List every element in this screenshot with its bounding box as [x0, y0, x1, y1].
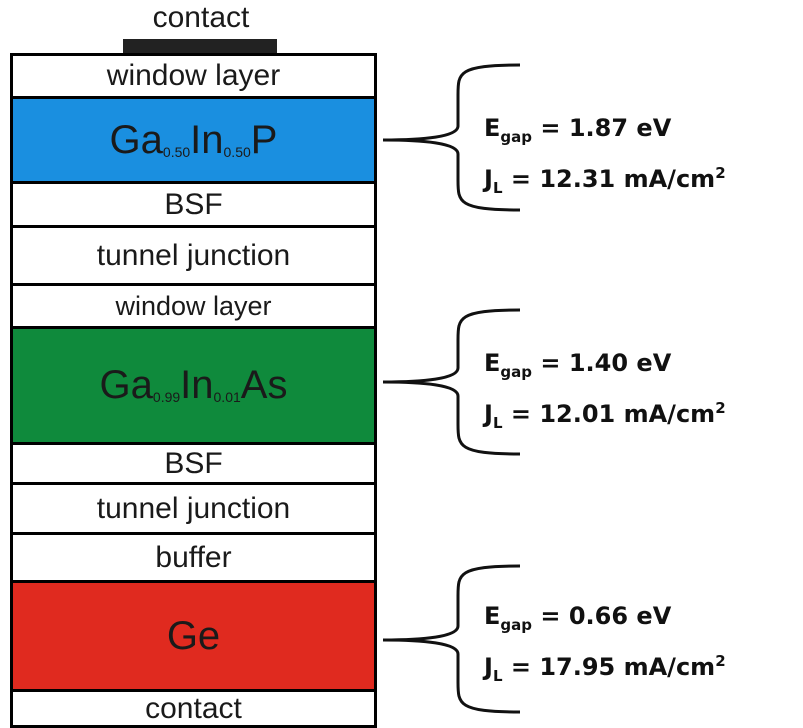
egap-line: Egap = 1.87 eV — [484, 110, 726, 155]
brace-top — [382, 63, 521, 212]
egap-symbol: E — [484, 602, 501, 630]
egap-line: Egap = 1.40 eV — [484, 345, 726, 390]
jl-line: JL = 12.31 mA/cm2 — [484, 155, 726, 206]
gainas-cell: Ga0.99In0.01As — [10, 326, 377, 445]
formula-element: Ga — [99, 363, 153, 407]
tunnel-junction-top: tunnel junction — [10, 225, 377, 286]
contact-top-label: contact — [152, 1, 250, 34]
jl-symbol: J — [484, 652, 493, 681]
jl-subscript: L — [492, 413, 503, 432]
egap-value: 1.40 eV — [568, 349, 672, 377]
equals-sign: = — [532, 602, 569, 630]
jl-value: 17.95 mA/cm — [539, 652, 716, 681]
jl-value: 12.01 mA/cm — [539, 399, 716, 428]
equals-sign: = — [502, 399, 540, 428]
jl-exponent: 2 — [715, 651, 726, 670]
formula-element: In — [190, 117, 224, 162]
jl-symbol: J — [484, 399, 493, 428]
jl-subscript: L — [492, 666, 503, 685]
gainp-cell-formula: Ga0.50In0.50P — [110, 118, 278, 163]
formula-element: Ge — [166, 613, 221, 658]
buffer-layer: buffer — [10, 532, 377, 583]
formula-subscript: 0.50 — [223, 143, 251, 160]
brace-middle — [382, 308, 521, 456]
annotation-bottom: Egap = 0.66 eV JL = 17.95 mA/cm2 — [484, 598, 726, 694]
egap-subscript: gap — [500, 362, 533, 381]
egap-value: 1.87 eV — [568, 114, 672, 142]
window-layer-middle: window layer — [10, 283, 377, 329]
formula-subscript: 0.50 — [162, 143, 191, 160]
formula-subscript: 0.01 — [213, 389, 241, 405]
window-layer-top-label: window layer — [106, 59, 281, 92]
jl-value: 12.31 mA/cm — [539, 164, 716, 193]
tunnel-junction-top-label: tunnel junction — [96, 238, 291, 272]
equals-sign: = — [502, 164, 540, 193]
formula-element: Ga — [109, 117, 163, 162]
bsf-top-label: BSF — [164, 187, 223, 221]
egap-symbol: E — [484, 349, 501, 377]
brace-bottom — [382, 564, 521, 714]
egap-symbol: E — [484, 114, 501, 142]
contact-bottom-label: contact — [145, 691, 242, 725]
equals-sign: = — [502, 652, 540, 681]
formula-element: In — [180, 363, 214, 407]
ge-cell-formula: Ge — [167, 614, 220, 659]
egap-line: Egap = 0.66 eV — [484, 598, 726, 643]
ge-cell: Ge — [10, 580, 377, 692]
tunnel-junction-bottom-label: tunnel junction — [96, 491, 291, 525]
jl-line: JL = 17.95 mA/cm2 — [484, 643, 726, 694]
buffer-layer-label: buffer — [155, 540, 232, 574]
egap-value: 0.66 eV — [568, 602, 672, 630]
jl-subscript: L — [492, 178, 503, 197]
gainp-cell: Ga0.50In0.50P — [10, 96, 377, 184]
contact-top-bar — [123, 39, 277, 53]
jl-symbol: J — [484, 164, 493, 193]
equals-sign: = — [532, 349, 569, 377]
jl-exponent: 2 — [715, 398, 726, 417]
bsf-middle-label: BSF — [164, 446, 223, 480]
annotation-middle: Egap = 1.40 eV JL = 12.01 mA/cm2 — [484, 345, 726, 441]
formula-element: As — [240, 363, 288, 407]
egap-subscript: gap — [500, 615, 533, 634]
annotation-top: Egap = 1.87 eV JL = 12.31 mA/cm2 — [484, 110, 726, 206]
egap-subscript: gap — [500, 127, 533, 146]
jl-exponent: 2 — [715, 163, 726, 182]
gainas-cell-formula: Ga0.99In0.01As — [100, 363, 288, 408]
equals-sign: = — [532, 114, 569, 142]
window-layer-middle-label: window layer — [115, 290, 272, 321]
contact-bottom: contact — [10, 689, 377, 728]
formula-subscript: 0.99 — [152, 389, 181, 405]
jl-line: JL = 12.01 mA/cm2 — [484, 390, 726, 441]
formula-element: P — [250, 117, 278, 162]
